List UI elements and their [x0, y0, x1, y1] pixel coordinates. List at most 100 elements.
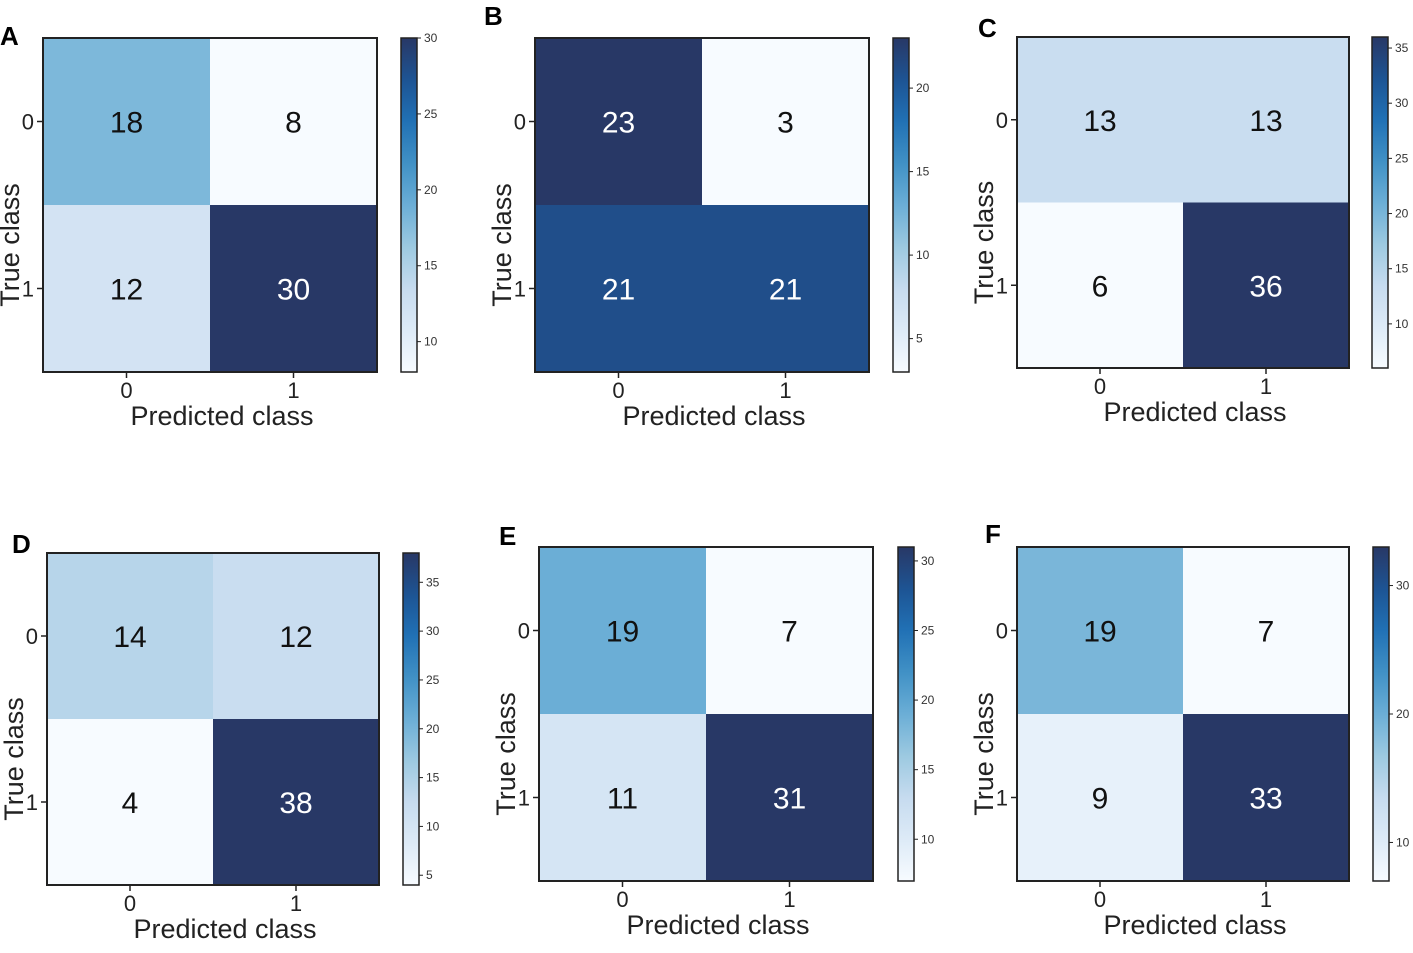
cell-value: 36	[1249, 270, 1282, 303]
colorbar-tick-label: 10	[424, 335, 438, 349]
heatmap-cell	[1183, 202, 1349, 368]
heatmap-cell	[702, 205, 869, 372]
x-tick-label: 1	[1260, 887, 1272, 912]
cell-value: 3	[777, 107, 794, 140]
colorbar-tick-label: 20	[1396, 707, 1410, 721]
y-axis-title: True class	[0, 697, 29, 821]
x-tick-label: 1	[779, 378, 791, 403]
x-tick-label: 1	[287, 378, 299, 403]
plot-frame	[538, 546, 874, 882]
heatmap-cell	[1017, 547, 1183, 714]
colorbar-tick-label: 15	[916, 165, 930, 179]
colorbar	[1372, 546, 1390, 882]
y-tick-label: 1	[514, 277, 526, 302]
x-axis-title: Predicted class	[1103, 397, 1286, 427]
cell-value: 19	[1083, 616, 1116, 649]
plot-frame	[1016, 546, 1350, 882]
colorbar-tick-label: 20	[921, 693, 935, 707]
x-tick-label: 0	[1094, 374, 1106, 399]
colorbar-tick-label: 20	[426, 722, 440, 736]
panel-label: F	[985, 519, 1001, 549]
cell-value: 13	[1249, 105, 1282, 138]
cell-value: 12	[279, 621, 312, 654]
heatmap-cell	[1017, 202, 1183, 368]
cell-value: 7	[1258, 616, 1275, 649]
cell-value: 12	[110, 274, 143, 307]
cell-value: 33	[1249, 783, 1282, 816]
heatmap-cell	[706, 714, 873, 881]
colorbar-tick-label: 30	[426, 624, 440, 638]
y-tick-label: 1	[518, 786, 530, 811]
cell-value: 9	[1092, 783, 1109, 816]
x-tick-label: 0	[124, 891, 136, 916]
colorbar	[400, 37, 418, 373]
colorbar-tick-label: 25	[1395, 151, 1409, 165]
x-axis-title: Predicted class	[626, 910, 809, 940]
colorbar	[402, 552, 420, 886]
panel-label: B	[484, 1, 503, 31]
cell-value: 7	[781, 616, 798, 649]
colorbar-tick-label: 25	[424, 107, 438, 121]
heatmap-cell	[213, 719, 379, 885]
heatmap-cell	[1017, 37, 1183, 203]
panel-label: E	[499, 521, 516, 551]
colorbar-tick-label: 15	[426, 771, 440, 785]
colorbar-tick-label: 10	[921, 832, 935, 846]
panel-label: A	[0, 21, 19, 51]
y-tick-label: 1	[26, 790, 38, 815]
colorbar-tick-label: 30	[424, 31, 438, 45]
y-axis-title: True class	[969, 692, 999, 816]
x-axis-title: Predicted class	[133, 914, 316, 944]
heatmap-cell	[43, 205, 210, 372]
y-tick-label: 0	[514, 110, 526, 135]
colorbar-tick-label: 15	[1395, 262, 1409, 276]
heatmap-cell	[43, 38, 210, 205]
colorbar-tick-label: 25	[921, 624, 935, 638]
y-axis-title: True class	[487, 183, 517, 307]
heatmap-cell	[1017, 714, 1183, 881]
colorbar-tick-label: 30	[1396, 579, 1410, 593]
x-tick-label: 1	[783, 887, 795, 912]
heatmap-cell	[539, 714, 706, 881]
x-axis-title: Predicted class	[130, 401, 313, 431]
heatmap-cell	[1183, 714, 1349, 881]
heatmap-cell	[213, 553, 379, 719]
x-tick-label: 0	[612, 378, 624, 403]
x-axis-title: Predicted class	[622, 401, 805, 431]
y-axis-title: True class	[969, 181, 999, 305]
panel-label: C	[978, 13, 997, 43]
heatmap-cell	[706, 547, 873, 714]
heatmap-cell	[47, 553, 213, 719]
y-tick-label: 0	[26, 624, 38, 649]
heatmap-cell	[535, 38, 702, 205]
y-axis-title: True class	[491, 692, 521, 816]
colorbar-tick-label: 10	[916, 248, 930, 262]
colorbar-tick-label: 5	[426, 868, 433, 882]
x-tick-label: 1	[1260, 374, 1272, 399]
colorbar-tick-label: 30	[1395, 96, 1409, 110]
cell-value: 23	[602, 107, 635, 140]
plot-frame	[46, 552, 380, 886]
colorbar-tick-label: 5	[916, 332, 923, 346]
heatmap-cell	[47, 719, 213, 885]
cell-value: 18	[110, 107, 143, 140]
colorbar-tick-label: 20	[424, 183, 438, 197]
cell-value: 30	[277, 274, 310, 307]
plot-frame	[534, 37, 870, 373]
colorbar-tick-label: 10	[1396, 835, 1410, 849]
colorbar-tick-label: 20	[1395, 207, 1409, 221]
heatmap-cell	[535, 205, 702, 372]
heatmap-cell	[539, 547, 706, 714]
y-tick-label: 0	[518, 619, 530, 644]
heatmap-cell	[210, 205, 377, 372]
colorbar-tick-label: 10	[1395, 317, 1409, 331]
colorbar-tick-label: 10	[426, 819, 440, 833]
colorbar-tick-label: 30	[921, 554, 935, 568]
cell-value: 19	[606, 616, 639, 649]
